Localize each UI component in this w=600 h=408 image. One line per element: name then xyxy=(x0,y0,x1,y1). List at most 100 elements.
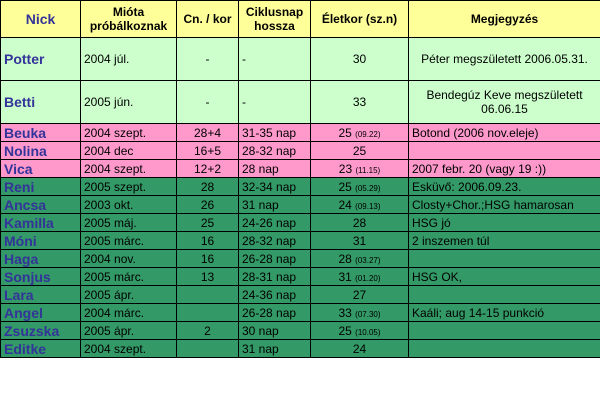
nick-cell: Móni xyxy=(0,231,81,250)
since-cell: 2004 szept. xyxy=(80,159,177,178)
birthday-value: (03.27) xyxy=(355,255,381,265)
note-cell xyxy=(408,249,600,268)
age-cell: 27 xyxy=(310,285,409,304)
age-value: 28 xyxy=(338,251,352,266)
age-value: 27 xyxy=(352,287,367,302)
table-row: Vica 2004 szept. 12+2 28 nap 23 (11.15) 2007 … xyxy=(0,159,600,178)
cycle-cell: 32-34 nap xyxy=(238,177,311,196)
note-cell: Botond (2006 nov.eleje) xyxy=(408,123,600,142)
cn-cell: - xyxy=(176,37,239,81)
birthday-value: (07.30) xyxy=(355,309,381,319)
cn-cell: - xyxy=(176,80,239,124)
cycle-cell: 24-36 nap xyxy=(238,285,311,304)
header-since: Mióta próbálkoznak xyxy=(80,0,177,38)
cycle-cell: 26-28 nap xyxy=(238,249,311,268)
cycle-cell: - xyxy=(238,37,311,81)
birthday-value: (10.05) xyxy=(355,327,381,337)
note-cell: HSG jó xyxy=(408,213,600,232)
since-cell: 2005 máj. xyxy=(80,213,177,232)
age-cell: 31 xyxy=(310,231,409,250)
table-row: Beuka 2004 szept. 28+4 31-35 nap 25 (09.22) B… xyxy=(0,123,600,142)
table-row: Kamilla 2005 máj. 25 24-26 nap 28 HSG jó xyxy=(0,213,600,232)
age-value: 33 xyxy=(352,95,367,109)
table-row: Sonjus 2005 márc. 13 28-31 nap 31 (01.20) HSG… xyxy=(0,267,600,286)
header-row: Nick Mióta próbálkoznak Cn. / kor Ciklus… xyxy=(0,0,600,38)
birthday-value: (09.22) xyxy=(355,129,381,139)
age-cell: 25 xyxy=(310,141,409,160)
since-cell: 2004 márc. xyxy=(80,303,177,322)
since-cell: 2004 szept. xyxy=(80,123,177,142)
age-cell: 25 (10.05) xyxy=(310,321,409,340)
since-cell: 2005 ápr. xyxy=(80,285,177,304)
age-value: 24 xyxy=(352,341,367,356)
cycle-cell: 31 nap xyxy=(238,195,311,214)
since-cell: 2004 júl. xyxy=(80,37,177,81)
cycle-cell: 28-32 nap xyxy=(238,231,311,250)
table-row: Reni 2005 szept. 28 32-34 nap 25 (05.29) Eskü… xyxy=(0,177,600,196)
nick-cell: Potter xyxy=(0,37,81,81)
age-value: 25 xyxy=(352,143,367,158)
note-cell: HSG OK, xyxy=(408,267,600,286)
birthday-value: (09.13) xyxy=(355,201,381,211)
age-value: 25 xyxy=(338,323,352,338)
note-cell: Péter megszületett 2006.05.31. xyxy=(408,37,600,81)
table-row: Potter 2004 júl. - -30 Péter megszületett 20… xyxy=(0,37,600,81)
table-row: Zsuzska 2005 ápr. 2 30 nap 25 (10.05) xyxy=(0,321,600,340)
age-value: 31 xyxy=(352,233,367,248)
birthday-value: (11.15) xyxy=(355,165,381,175)
age-cell: 31 (01.20) xyxy=(310,267,409,286)
age-cell: 30 xyxy=(310,37,409,81)
note-cell xyxy=(408,141,600,160)
age-value: 23 xyxy=(338,161,353,176)
note-cell: Kaáli; aug 14-15 punkció xyxy=(408,303,600,322)
since-cell: 2004 dec xyxy=(80,141,177,160)
nick-cell: Angel xyxy=(0,303,81,322)
note-cell: 2 inszemen túl xyxy=(408,231,600,250)
since-cell: 2005 jún. xyxy=(80,80,177,124)
nick-cell: Reni xyxy=(0,177,81,196)
age-value: 25 xyxy=(338,179,352,194)
age-cell: 28 xyxy=(310,213,409,232)
cn-cell xyxy=(176,303,239,322)
note-cell xyxy=(408,339,600,358)
nick-cell: Sonjus xyxy=(0,267,81,286)
since-cell: 2005 márc. xyxy=(80,267,177,286)
nick-cell: Nolina xyxy=(0,141,81,160)
cn-cell: 28+4 xyxy=(176,123,239,142)
cn-cell: 16 xyxy=(176,249,239,268)
age-cell: 25 (09.22) xyxy=(310,123,409,142)
table-row: Betti 2005 jún. - -33 Bendegúz Keve megszüle… xyxy=(0,80,600,124)
cn-cell: 28 xyxy=(176,177,239,196)
table-row: Lara 2005 ápr. 24-36 nap 27 xyxy=(0,285,600,304)
since-cell: 2003 okt. xyxy=(80,195,177,214)
nick-cell: Ancsa xyxy=(0,195,81,214)
note-cell: Esküvő: 2006.09.23. xyxy=(408,177,600,196)
header-notes: Megjegyzés xyxy=(408,0,600,38)
table-row: Nolina 2004 dec 16+5 28-32 nap 25 xyxy=(0,141,600,160)
age-cell: 24 (09.13) xyxy=(310,195,409,214)
cn-cell: 2 xyxy=(176,321,239,340)
nick-cell: Beuka xyxy=(0,123,81,142)
cycle-cell: 28-32 nap xyxy=(238,141,311,160)
cn-cell: 16+5 xyxy=(176,141,239,160)
cycle-cell: 26-28 nap xyxy=(238,303,311,322)
note-cell: Bendegúz Keve megszületett 06.06.15 xyxy=(408,80,600,124)
since-cell: 2004 nov. xyxy=(80,249,177,268)
age-cell: 23 (11.15) xyxy=(310,159,409,178)
age-value: 31 xyxy=(338,269,352,284)
age-value: 28 xyxy=(352,215,367,230)
header-cn: Cn. / kor xyxy=(176,0,239,38)
since-cell: 2004 szept. xyxy=(80,339,177,358)
table-row: Móni 2005 márc. 16 28-32 nap 31 2 inszemen tú… xyxy=(0,231,600,250)
age-cell: 33 (07.30) xyxy=(310,303,409,322)
note-cell: Closty+Chor.;HSG hamarosan xyxy=(408,195,600,214)
since-cell: 2005 ápr. xyxy=(80,321,177,340)
nick-cell: Lara xyxy=(0,285,81,304)
header-nick: Nick xyxy=(0,0,81,38)
cn-cell: 13 xyxy=(176,267,239,286)
age-value: 24 xyxy=(338,197,352,212)
nick-cell: Betti xyxy=(0,80,81,124)
cycle-cell: 24-26 nap xyxy=(238,213,311,232)
note-cell xyxy=(408,285,600,304)
table-row: Angel 2004 márc. 26-28 nap 33 (07.30) Kaáli;… xyxy=(0,303,600,322)
